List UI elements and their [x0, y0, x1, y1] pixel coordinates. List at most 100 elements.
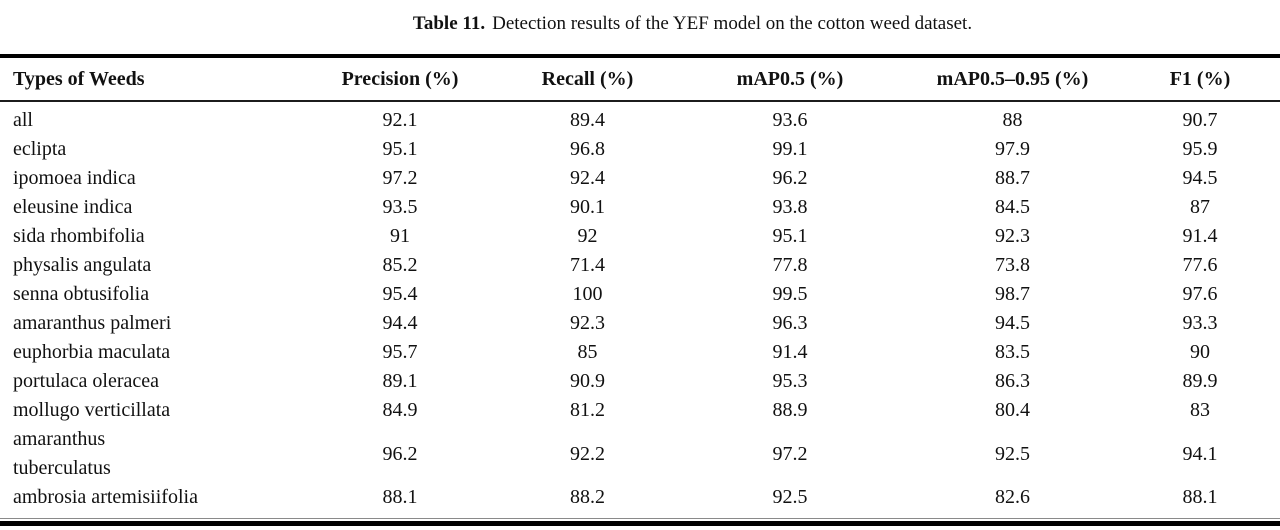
column-header-recall: Recall (%): [500, 56, 675, 102]
precision-cell: 93.5: [382, 196, 418, 218]
map05-095-cell: 73.8: [995, 254, 1030, 276]
map05-cell: 93.8: [772, 196, 808, 218]
recall-cell: 88.2: [570, 486, 605, 508]
map05-095-cell: 98.7: [995, 283, 1030, 305]
column-header-map05: mAP0.5 (%): [675, 56, 905, 102]
recall-cell: 92.2: [570, 442, 605, 465]
weed-name-cell: portulaca oleracea: [13, 370, 160, 392]
map05-cell: 95.3: [772, 370, 808, 392]
recall-cell: 90.1: [570, 196, 605, 218]
weed-name-cell: ambrosia artemisiifolia: [13, 486, 198, 508]
map05-cell: 97.2: [772, 442, 808, 465]
bottom-rule-thin-line: [0, 518, 1280, 519]
precision-cell: 95.1: [382, 138, 418, 160]
recall-cell: 92.3: [570, 312, 605, 334]
map05-095-cell: 88: [1002, 109, 1023, 131]
table-row: amaranthus palmeri 94.4 92.3 96.3 94.5 93.3: [0, 309, 1280, 338]
map05-cell: 91.4: [772, 341, 808, 363]
map05-cell: 93.6: [772, 109, 808, 131]
precision-cell: 97.2: [382, 167, 418, 189]
table-row: physalis angulata 85.2 71.4 77.8 73.8 77.6: [0, 251, 1280, 280]
f1-cell: 90: [1190, 341, 1210, 363]
table-header-row: Types of Weeds Precision (%) Recall (%) …: [0, 56, 1280, 102]
column-header-types-of-weeds: Types of Weeds: [0, 56, 300, 102]
weed-name-cell: euphorbia maculata: [13, 341, 171, 363]
table-row: ambrosia artemisiifolia 88.1 88.2 92.5 82.6 8…: [0, 483, 1280, 516]
table-row: amaranthus tuberculatus 96.2 92.2 97.2 92.5 9…: [0, 425, 1280, 483]
map05-095-cell: 92.3: [995, 225, 1030, 247]
column-header-map05-095: mAP0.5–0.95 (%): [905, 56, 1120, 102]
map05-cell: 92.5: [772, 486, 808, 508]
precision-cell: 92.1: [382, 109, 418, 131]
table-row: ipomoea indica 97.2 92.4 96.2 88.7 94.5: [0, 164, 1280, 193]
weed-name-cell: all: [13, 109, 33, 131]
recall-cell: 85: [577, 341, 598, 363]
precision-cell: 94.4: [382, 312, 418, 334]
caption-text: Detection results of the YEF model on th…: [492, 13, 973, 34]
weed-name-cell: senna obtusifolia: [13, 283, 150, 305]
f1-cell: 90.7: [1182, 109, 1218, 131]
table-row: eclipta 95.1 96.8 99.1 97.9 95.9: [0, 135, 1280, 164]
map05-cell: 96.3: [772, 312, 808, 334]
precision-cell: 95.4: [382, 283, 418, 305]
recall-cell: 100: [572, 283, 603, 305]
f1-cell: 77.6: [1182, 254, 1218, 276]
f1-cell: 94.1: [1182, 442, 1218, 465]
bottom-rule-thick-line: [0, 521, 1280, 526]
table-row: portulaca oleracea 89.1 90.9 95.3 86.3 89.9: [0, 367, 1280, 396]
table-row: senna obtusifolia 95.4 100 99.5 98.7 97.6: [0, 280, 1280, 309]
recall-cell: 81.2: [570, 399, 605, 421]
table-row: all 92.1 89.4 93.6 88 90.7: [0, 101, 1280, 135]
f1-cell: 87: [1190, 196, 1210, 218]
precision-cell: 91: [390, 225, 410, 247]
f1-cell: 88.1: [1182, 486, 1218, 508]
column-header-f1: F1 (%): [1120, 56, 1280, 102]
precision-cell: 85.2: [382, 254, 418, 276]
recall-cell: 90.9: [570, 370, 605, 392]
map05-095-cell: 97.9: [995, 138, 1030, 160]
precision-cell: 84.9: [382, 399, 418, 421]
weed-name-cell: amaranthus palmeri: [13, 312, 172, 334]
f1-cell: 83: [1190, 399, 1210, 421]
table-row: euphorbia maculata 95.7 85 91.4 83.5 90: [0, 338, 1280, 367]
recall-cell: 71.4: [570, 254, 605, 276]
precision-cell: 95.7: [382, 341, 418, 363]
weed-name-cell: sida rhombifolia: [13, 225, 145, 247]
weed-name-cell: eleusine indica: [13, 196, 133, 218]
weed-name-cell: ipomoea indica: [13, 167, 136, 189]
table-header: Types of Weeds Precision (%) Recall (%) …: [0, 56, 1280, 102]
map05-cell: 96.2: [772, 167, 808, 189]
column-header-precision: Precision (%): [300, 56, 500, 102]
precision-cell: 96.2: [382, 442, 418, 465]
table-row: mollugo verticillata 84.9 81.2 88.9 80.4 83: [0, 396, 1280, 425]
map05-cell: 99.5: [772, 283, 808, 305]
map05-095-cell: 88.7: [995, 167, 1030, 189]
f1-cell: 89.9: [1182, 370, 1218, 392]
recall-cell: 89.4: [570, 109, 605, 131]
weed-name-cell: amaranthus tuberculatus: [13, 428, 111, 479]
table-caption: Table 11. Detection results of the YEF mo…: [0, 0, 1280, 54]
precision-cell: 88.1: [382, 486, 418, 508]
f1-cell: 94.5: [1182, 167, 1218, 189]
weed-name-cell: physalis angulata: [13, 254, 152, 276]
recall-cell: 96.8: [570, 138, 605, 160]
results-table: Types of Weeds Precision (%) Recall (%) …: [0, 54, 1280, 516]
table-row: eleusine indica 93.5 90.1 93.8 84.5 87: [0, 193, 1280, 222]
table-row: sida rhombifolia 91 92 95.1 92.3 91.4: [0, 222, 1280, 251]
recall-cell: 92.4: [570, 167, 605, 189]
f1-cell: 95.9: [1182, 138, 1218, 160]
map05-095-cell: 94.5: [995, 312, 1030, 334]
f1-cell: 91.4: [1182, 225, 1218, 247]
f1-cell: 97.6: [1182, 283, 1218, 305]
map05-095-cell: 92.5: [995, 442, 1030, 465]
table-bottom-rule: [0, 518, 1280, 526]
f1-cell: 93.3: [1182, 312, 1218, 334]
weed-name-cell: eclipta: [13, 138, 67, 160]
weed-name-cell: mollugo verticillata: [13, 399, 171, 421]
map05-095-cell: 84.5: [995, 196, 1030, 218]
caption-label: Table 11.: [412, 13, 486, 34]
map05-cell: 95.1: [772, 225, 808, 247]
map05-095-cell: 80.4: [995, 399, 1030, 421]
table-body: all 92.1 89.4 93.6 88 90.7 eclipta 95.1 96.8 99.1…: [0, 101, 1280, 516]
